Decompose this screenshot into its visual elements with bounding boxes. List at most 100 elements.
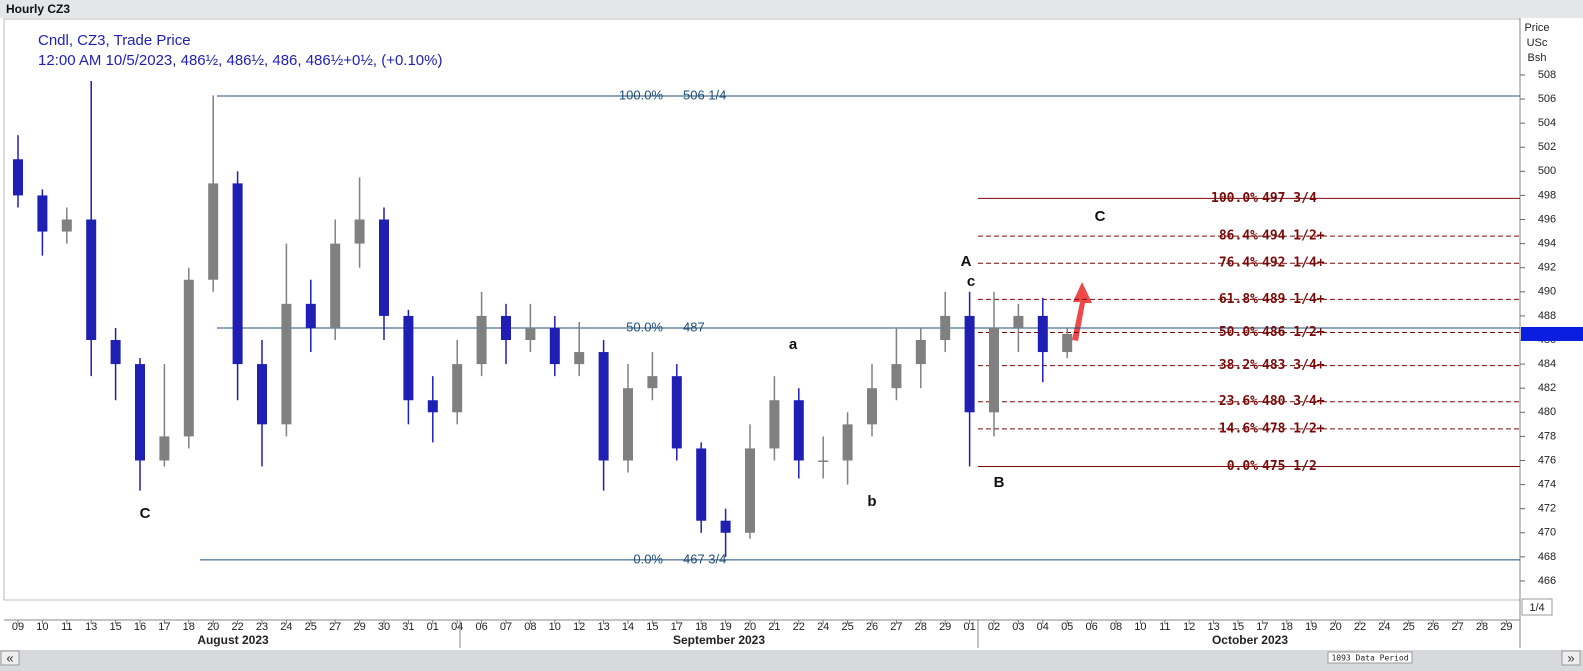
x-tick-label: 29 [939, 621, 951, 633]
fib-percent: 100.0% [1211, 191, 1258, 206]
y-tick-label: 474 [1538, 478, 1556, 490]
candle-body [208, 183, 219, 280]
y-tick-label: 496 [1538, 213, 1556, 225]
fib-price: 487 [683, 319, 705, 334]
x-tick-label: 29 [1500, 621, 1512, 633]
candle-body [86, 219, 97, 340]
month-label: August 2023 [197, 633, 269, 647]
last-price-marker [1521, 326, 1583, 341]
x-tick-label: 18 [183, 621, 195, 633]
candle-body [671, 376, 682, 449]
fib-percent: 86.4% [1219, 229, 1258, 244]
y-tick-label: 508 [1538, 69, 1556, 81]
candle-body [501, 315, 511, 340]
x-tick-label: 13 [85, 621, 97, 633]
x-tick-label: 21 [768, 621, 780, 633]
x-tick-label: 10 [1134, 621, 1146, 633]
x-tick-label: 01 [427, 621, 439, 633]
fib-percent: 100.0% [619, 87, 664, 102]
y-tick-label: 506 [1538, 93, 1556, 105]
x-tick-label: 27 [890, 621, 902, 633]
x-tick-label: 15 [109, 621, 121, 633]
fib-percent: 50.0% [626, 319, 663, 334]
wave-label: B [994, 474, 1005, 491]
x-tick-label: 25 [1403, 621, 1415, 633]
y-tick-label: 480 [1538, 406, 1556, 418]
y-tick-label: 466 [1538, 575, 1556, 587]
fib-percent: 23.6% [1219, 394, 1258, 409]
legend-line: Cndl, CZ3, Trade Price [38, 32, 191, 49]
fib-percent: 38.2% [1219, 358, 1258, 373]
arrow [1072, 282, 1092, 341]
y-tick-label: 488 [1538, 310, 1556, 322]
fib-percent: 76.4% [1219, 256, 1258, 271]
fib-price: 492 1/4+ [1262, 256, 1325, 271]
candle-body [525, 327, 536, 340]
y-tick-label: 478 [1538, 430, 1556, 442]
candle-body [159, 436, 170, 461]
x-tick-label: 29 [353, 621, 365, 633]
x-tick-label: 28 [915, 621, 927, 633]
month-label: September 2023 [673, 633, 765, 647]
y-tick-label: 468 [1538, 551, 1556, 563]
x-tick-label: 15 [646, 621, 658, 633]
candle-body [940, 315, 951, 340]
scrollbar[interactable] [0, 650, 1583, 671]
candle-body [818, 460, 829, 462]
x-tick-label: 27 [329, 621, 341, 633]
x-tick-label: 08 [524, 621, 536, 633]
x-tick-label: 07 [500, 621, 512, 633]
y-axis-title: USc [1527, 37, 1548, 49]
data-period-box [1327, 651, 1413, 664]
wave-label: C [1095, 208, 1106, 225]
x-tick-label: 06 [1085, 621, 1097, 633]
x-tick-label: 23 [256, 621, 268, 633]
fib-price: 475 1/2 [1262, 459, 1317, 474]
wave-label: a [789, 336, 798, 353]
scale-label: 1/4 [1529, 602, 1544, 614]
x-tick-label: 09 [12, 621, 24, 633]
x-tick-label: 31 [402, 621, 414, 633]
x-tick-label: 02 [988, 621, 1000, 633]
x-tick-label: 03 [1012, 621, 1024, 633]
x-tick-label: 05 [1061, 621, 1073, 633]
candle-body [891, 364, 902, 389]
x-tick-label: 08 [1110, 621, 1122, 633]
y-tick-label: 502 [1538, 141, 1556, 153]
wave-label: A [961, 253, 972, 270]
x-tick-label: 28 [1476, 621, 1488, 633]
y-tick-label: 476 [1538, 454, 1556, 466]
x-tick-label: 16 [134, 621, 146, 633]
x-tick-label: 22 [1354, 621, 1366, 633]
candle-body [232, 183, 243, 365]
scale-box[interactable] [1521, 598, 1553, 616]
legend-line: 12:00 AM 10/5/2023, 486½, 486½, 486, 486… [38, 52, 442, 69]
x-tick-label: 19 [1305, 621, 1317, 633]
fib-price: 489 1/4+ [1262, 292, 1325, 307]
x-tick-label: 14 [622, 621, 634, 633]
x-tick-label: 10 [549, 621, 561, 633]
x-tick-label: 17 [158, 621, 170, 633]
x-tick-label: 17 [671, 621, 683, 633]
candle-body [598, 352, 609, 461]
wave-label: c [967, 273, 975, 290]
y-tick-label: 470 [1538, 527, 1556, 539]
candle-body [183, 279, 194, 437]
candle-body [915, 340, 926, 365]
scroll-right-icon: » [1567, 650, 1574, 665]
x-tick-label: 24 [817, 621, 829, 633]
scroll-left-button[interactable] [0, 650, 20, 666]
candle-body [867, 388, 877, 425]
scroll-right-button[interactable] [1561, 650, 1581, 666]
x-tick-label: 17 [1256, 621, 1268, 633]
y-axis-title: Bsh [1528, 52, 1547, 64]
fib-label-bg [601, 320, 751, 336]
x-tick-label: 18 [695, 621, 707, 633]
x-tick-label: 06 [475, 621, 487, 633]
candle-body [354, 219, 365, 244]
fib-price: 497 3/4 [1262, 191, 1317, 206]
x-tick-label: 10 [36, 621, 48, 633]
candle-body [305, 303, 316, 328]
